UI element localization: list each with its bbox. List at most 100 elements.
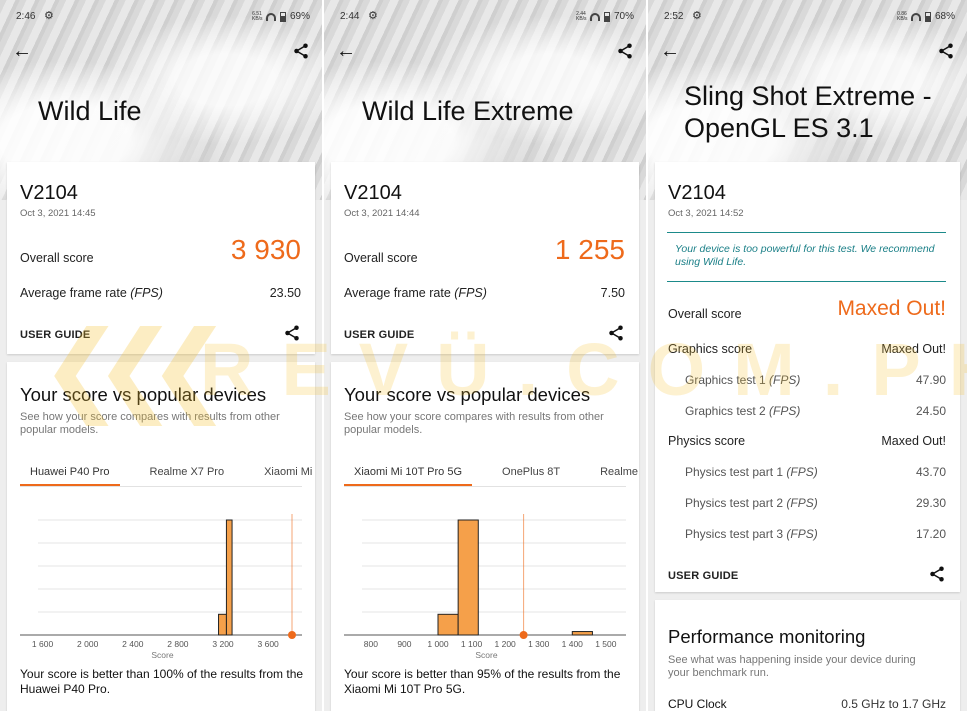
battery-percent: 69%	[289, 11, 310, 22]
tab-device[interactable]: Xiaomi Mi 10T Pro 5G	[344, 466, 473, 486]
panel-sling-shot-extreme: 2:52 ⚙ 0.86 KB/s 68% ← Sling Shot Extrem…	[648, 0, 967, 711]
x-tick-label: 3 200	[212, 639, 234, 649]
back-arrow-icon[interactable]: ←	[336, 40, 356, 62]
result-text: Your score is better than 100% of the re…	[20, 667, 304, 696]
fps-value: 23.50	[269, 286, 301, 300]
back-arrow-icon[interactable]: ←	[660, 40, 680, 62]
battery-percent: 68%	[934, 11, 955, 22]
physics-score-value: Maxed Out!	[881, 434, 946, 448]
graphics-test-2-value: 24.50	[915, 404, 946, 418]
status-time: 2:52	[664, 11, 684, 22]
device-name: V2104	[668, 182, 726, 204]
result-text: Your score is better than 95% of the res…	[344, 667, 621, 696]
overall-score-label: Overall score	[344, 251, 418, 265]
overall-score-value: 3 930	[230, 234, 301, 265]
tab-device[interactable]: Huawei P40 Pro	[20, 466, 120, 486]
share-icon[interactable]	[292, 42, 310, 65]
page-title: Wild Life	[38, 96, 142, 126]
tab-device[interactable]: Realme X7 Pro	[600, 466, 639, 478]
tab-device[interactable]: Xiaomi Mi 10T	[264, 466, 315, 478]
share-icon[interactable]	[607, 324, 625, 347]
wifi-icon	[910, 12, 921, 21]
score-distribution-chart: 1 600 2 000 2 400 2 800 3 200 3 600 Score	[20, 514, 302, 660]
device-name: V2104	[344, 182, 402, 204]
status-time: 2:44	[340, 11, 360, 22]
panel-wild-life: 2:46 ⚙ 6.51 KB/s 69% ← Wild Life V2104 O…	[0, 0, 322, 711]
compare-title: Your score vs popular devices	[344, 384, 591, 405]
physics-score-label: Physics score	[668, 434, 746, 448]
x-tick-label: 800	[364, 639, 378, 649]
wifi-icon	[265, 12, 276, 21]
histogram-bar	[218, 613, 227, 636]
warning-message: Your device is too powerful for this tes…	[667, 232, 946, 282]
x-tick-label: 2 000	[77, 639, 99, 649]
overall-score-label: Overall score	[20, 251, 94, 265]
network-speed: 0.86 KB/s	[896, 10, 908, 22]
histogram-bar	[437, 613, 459, 636]
histogram-bar	[457, 519, 479, 636]
fps-value: 7.50	[600, 286, 625, 300]
graphics-test-2-label: Graphics test 2 (FPS)	[685, 404, 801, 418]
share-icon[interactable]	[616, 42, 634, 65]
top-bar: ←	[336, 40, 634, 64]
user-guide-link[interactable]: USER GUIDE	[20, 329, 91, 341]
score-card: V2104 Oct 3, 2021 14:44 Overall score 1 …	[331, 162, 639, 354]
status-bar: 2:52 ⚙ 0.86 KB/s 68%	[664, 10, 955, 25]
page-title: Wild Life Extreme	[362, 96, 574, 126]
physics-test-2-value: 29.30	[915, 496, 946, 510]
graphics-test-1-value: 47.90	[915, 373, 946, 387]
page-title-line: OpenGL ES 3.1	[684, 113, 874, 143]
score-distribution-chart: 800 900 1 000 1 100 1 200 1 300 1 400 1 500 Scor…	[344, 514, 626, 660]
histogram-bar	[571, 631, 593, 636]
graphics-score-label: Graphics score	[668, 342, 753, 356]
compare-card: Your score vs popular devices See how yo…	[7, 362, 315, 711]
x-axis-label: Score	[475, 650, 497, 660]
fps-label: Average frame rate (FPS)	[344, 286, 487, 300]
x-tick-label: 2 800	[167, 639, 189, 649]
x-tick-label: 1 600	[32, 639, 54, 649]
performance-title: Performance monitoring	[668, 626, 866, 647]
compare-subtitle: See how your score compares with results…	[344, 411, 604, 436]
back-arrow-icon[interactable]: ←	[12, 40, 32, 62]
top-bar: ←	[12, 40, 310, 64]
gear-icon: ⚙	[44, 10, 54, 22]
device-tabs: Huawei P40 Pro Realme X7 Pro Xiaomi Mi 10T	[20, 462, 315, 486]
x-tick-label: 1 500	[595, 639, 617, 649]
cpu-clock-label: CPU Clock	[668, 697, 727, 711]
performance-card: Performance monitoring See what was happ…	[655, 600, 960, 711]
x-axis-label: Score	[151, 650, 173, 660]
gear-icon: ⚙	[692, 10, 702, 22]
status-bar: 2:44 ⚙ 2.44 KB/s 70%	[340, 10, 634, 25]
your-score-marker	[519, 631, 528, 639]
wifi-icon	[589, 12, 600, 21]
share-icon[interactable]	[283, 324, 301, 347]
battery-icon	[279, 11, 286, 22]
panel-divider	[646, 0, 648, 711]
x-tick-label: 900	[397, 639, 411, 649]
tab-device[interactable]: OnePlus 8T	[502, 466, 561, 478]
performance-subtitle: See what was happening inside your devic…	[668, 654, 916, 679]
compare-title: Your score vs popular devices	[20, 384, 267, 405]
overall-score-value: 1 255	[554, 234, 625, 265]
share-icon[interactable]	[937, 42, 955, 65]
physics-test-3-value: 17.20	[915, 527, 946, 541]
device-tabs: Xiaomi Mi 10T Pro 5G OnePlus 8T Realme X7 …	[344, 462, 639, 486]
user-guide-link[interactable]: USER GUIDE	[668, 570, 739, 582]
x-tick-label: 1 000	[427, 639, 449, 649]
test-date: Oct 3, 2021 14:44	[344, 208, 420, 219]
battery-icon	[924, 11, 931, 22]
x-tick-label: 1 300	[528, 639, 550, 649]
share-icon[interactable]	[928, 565, 946, 588]
status-time: 2:46	[16, 11, 36, 22]
panel-divider	[322, 0, 324, 711]
x-tick-label: 1 400	[562, 639, 584, 649]
fps-label: Average frame rate (FPS)	[20, 286, 163, 300]
tab-device[interactable]: Realme X7 Pro	[149, 466, 225, 478]
network-speed: 2.44 KB/s	[575, 10, 587, 22]
test-date: Oct 3, 2021 14:52	[668, 208, 744, 219]
tabs-divider	[20, 486, 302, 487]
tabs-divider	[344, 486, 626, 487]
user-guide-link[interactable]: USER GUIDE	[344, 329, 415, 341]
status-bar: 2:46 ⚙ 6.51 KB/s 69%	[16, 10, 310, 25]
gear-icon: ⚙	[368, 10, 378, 22]
